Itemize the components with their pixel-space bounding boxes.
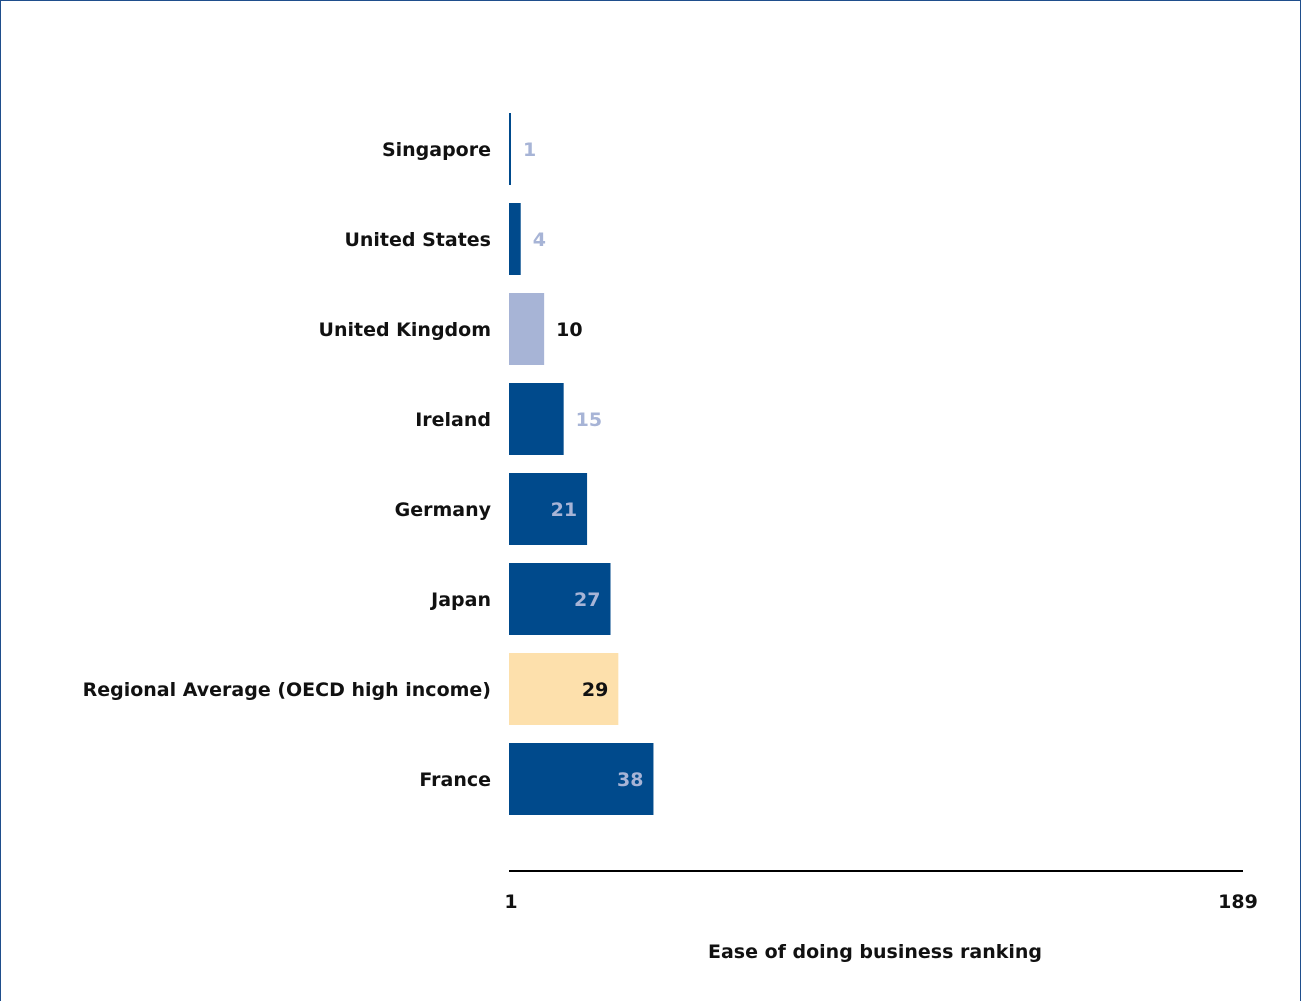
value-label-germany: 21 (551, 499, 577, 521)
x-axis-title: Ease of doing business ranking (708, 941, 1042, 963)
category-label-regional-average-oecd-high-income: Regional Average (OECD high income) (83, 679, 491, 701)
bar-france (509, 743, 654, 815)
value-label-regional-average-oecd-high-income: 29 (582, 679, 608, 701)
value-label-france: 38 (617, 769, 643, 791)
bar-ireland (509, 383, 564, 455)
value-label-united-kingdom: 10 (556, 319, 582, 341)
value-label-ireland: 15 (576, 409, 602, 431)
value-label-united-states: 4 (533, 229, 546, 251)
category-label-united-states: United States (344, 229, 491, 251)
category-label-united-kingdom: United Kingdom (319, 319, 491, 341)
category-label-ireland: Ireland (415, 409, 491, 431)
category-label-germany: Germany (395, 499, 492, 521)
bar-singapore (509, 113, 511, 185)
x-tick-label-max: 189 (1218, 891, 1258, 913)
value-labels-group: 1 4 10 15 21 27 29 38 (523, 139, 643, 791)
bar-germany (509, 473, 588, 545)
bar-japan (509, 563, 611, 635)
category-label-singapore: Singapore (382, 139, 491, 161)
bar-united-states (509, 203, 521, 275)
category-label-japan: Japan (429, 589, 491, 611)
bar-united-kingdom (509, 293, 545, 365)
bar-regional-average-oecd-high-income (509, 653, 619, 725)
value-label-singapore: 1 (523, 139, 536, 161)
category-label-france: France (419, 769, 491, 791)
value-label-japan: 27 (574, 589, 600, 611)
category-labels-group: Singapore United States United Kingdom Irel… (83, 139, 492, 791)
bars-group (509, 113, 654, 815)
x-tick-label-min: 1 (504, 891, 517, 913)
